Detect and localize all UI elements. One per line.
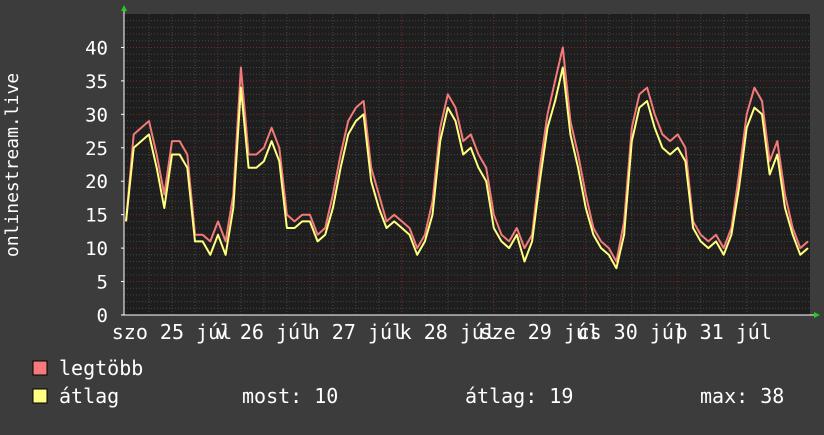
x-tick-label: cs 30 júl <box>578 320 686 344</box>
legend-label-átlag: átlag <box>59 384 119 408</box>
series-line-legtöbb <box>125 46 809 263</box>
plot-area <box>124 14 810 315</box>
y-tick-label: 20 <box>85 171 108 193</box>
y-tick-label: 25 <box>85 138 108 160</box>
y-tick-label: 0 <box>97 305 108 327</box>
legend-swatch-átlag <box>32 388 48 404</box>
y-axis-label: onlinestream.live <box>2 73 23 257</box>
x-tick-label: sze 29 júl <box>480 320 600 344</box>
y-tick-label: 30 <box>85 104 108 126</box>
x-tick-label: v 26 júl <box>216 320 312 344</box>
y-tick-label: 10 <box>85 238 108 260</box>
stat-current: most: 10 <box>242 384 338 408</box>
series-line-átlag <box>125 66 809 270</box>
legend-swatch-legtöbb <box>32 360 48 376</box>
stat-max: max: 38 <box>700 384 784 408</box>
x-axis-arrow <box>814 312 820 318</box>
y-tick-label: 15 <box>85 205 108 227</box>
legend-label-legtöbb: legtöbb <box>59 356 143 380</box>
y-tick-label: 35 <box>85 71 108 93</box>
y-tick-label: 40 <box>85 37 108 59</box>
x-tick-label: szo 25 júl <box>112 320 232 344</box>
stat-average: átlag: 19 <box>465 384 573 408</box>
x-tick-label: h 27 júl <box>308 320 404 344</box>
y-tick-label: 5 <box>97 272 108 294</box>
x-tick-label: k 28 júl <box>400 320 496 344</box>
x-tick-label: p 31 júl <box>676 320 772 344</box>
y-axis-arrow <box>121 5 127 11</box>
